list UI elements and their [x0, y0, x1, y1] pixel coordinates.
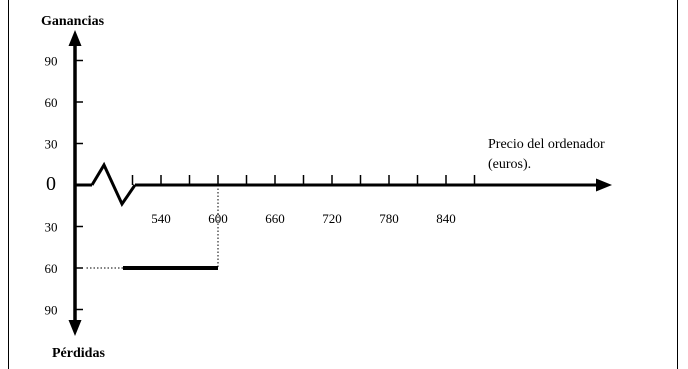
y-axis-down-arrow — [68, 320, 82, 336]
y-tick-label: 90 — [45, 303, 58, 318]
guide-lines — [85, 185, 219, 269]
y-axis — [68, 30, 82, 336]
y-tick-label: 60 — [45, 95, 58, 110]
y-zero-label: 0 — [46, 173, 56, 195]
y-axis-up-arrow — [68, 30, 82, 46]
x-tick-label: 780 — [379, 211, 399, 226]
x-axis — [75, 161, 612, 208]
y-tick-label: 90 — [45, 54, 58, 69]
y-tick-label: 30 — [45, 220, 58, 235]
x-axis-arrow — [596, 178, 612, 192]
y-ticks: 90 60 30 0 30 60 90 — [45, 54, 83, 318]
y-tick-label: 60 — [45, 261, 58, 276]
x-axis-label-line2: (euros). — [488, 157, 531, 172]
y-tick-label: 30 — [45, 137, 58, 152]
x-tick-label: 540 — [151, 211, 171, 226]
x-tick-label: 720 — [322, 211, 342, 226]
x-axis-label-line1: Precio del ordenador — [488, 137, 605, 152]
x-tick-label: 660 — [265, 211, 285, 226]
y-axis-top-label: Ganancias — [41, 14, 105, 29]
x-ticks: 540 600 660 720 780 840 — [131, 175, 476, 226]
x-tick-label: 840 — [436, 211, 456, 226]
y-axis-bottom-label: Pérdidas — [52, 346, 105, 361]
x-tick-label: 600 — [208, 211, 228, 226]
axis-break-zigzag — [90, 161, 137, 208]
